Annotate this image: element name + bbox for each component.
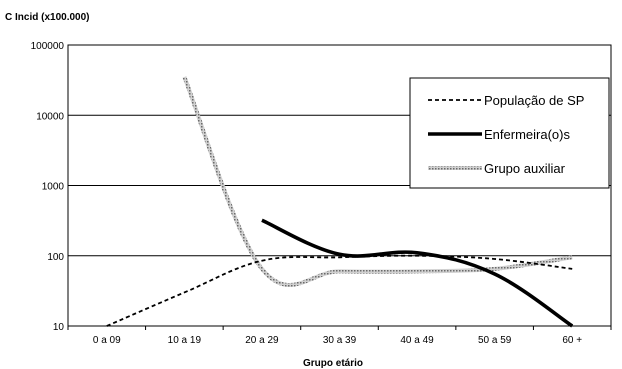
y-tick-label: 100000 bbox=[31, 41, 65, 52]
series-line-populacao-de-sp bbox=[106, 254, 573, 327]
x-tick-label: 60 + bbox=[562, 335, 582, 346]
x-tick-label: 0 a 09 bbox=[93, 335, 121, 346]
y-tick-label: 100 bbox=[47, 252, 64, 263]
y-tick-label: 10000 bbox=[36, 111, 64, 122]
series-line-enfermeira-o-s bbox=[261, 218, 574, 328]
legend-label: Grupo auxiliar bbox=[484, 161, 566, 176]
series-line-grupo-auxiliar bbox=[182, 76, 573, 287]
x-tick-label: 20 a 29 bbox=[245, 335, 279, 346]
x-axis-ticks: 0 a 09 10 a 19 20 a 29 30 a 39 40 a 49 50 a 5… bbox=[67, 326, 612, 346]
legend: População de SP Enfermeira(o)s Grupo auxil… bbox=[409, 77, 610, 189]
x-tick-label: 40 a 49 bbox=[400, 335, 434, 346]
x-axis-title: Grupo etário bbox=[303, 358, 363, 369]
y-axis-title: C Incid (x100.000) bbox=[5, 12, 89, 23]
x-tick-label: 50 a 59 bbox=[478, 335, 512, 346]
y-tick-label: 10 bbox=[53, 322, 65, 333]
x-tick-label: 10 a 19 bbox=[168, 335, 202, 346]
y-axis-ticks: 10 100 1000 10000 100000 bbox=[31, 41, 65, 333]
y-tick-label: 1000 bbox=[42, 182, 65, 193]
series-layer bbox=[106, 76, 574, 328]
legend-label: População de SP bbox=[484, 93, 584, 108]
x-tick-label: 30 a 39 bbox=[323, 335, 357, 346]
plot-frame bbox=[67, 44, 612, 327]
legend-label: Enfermeira(o)s bbox=[484, 127, 570, 142]
